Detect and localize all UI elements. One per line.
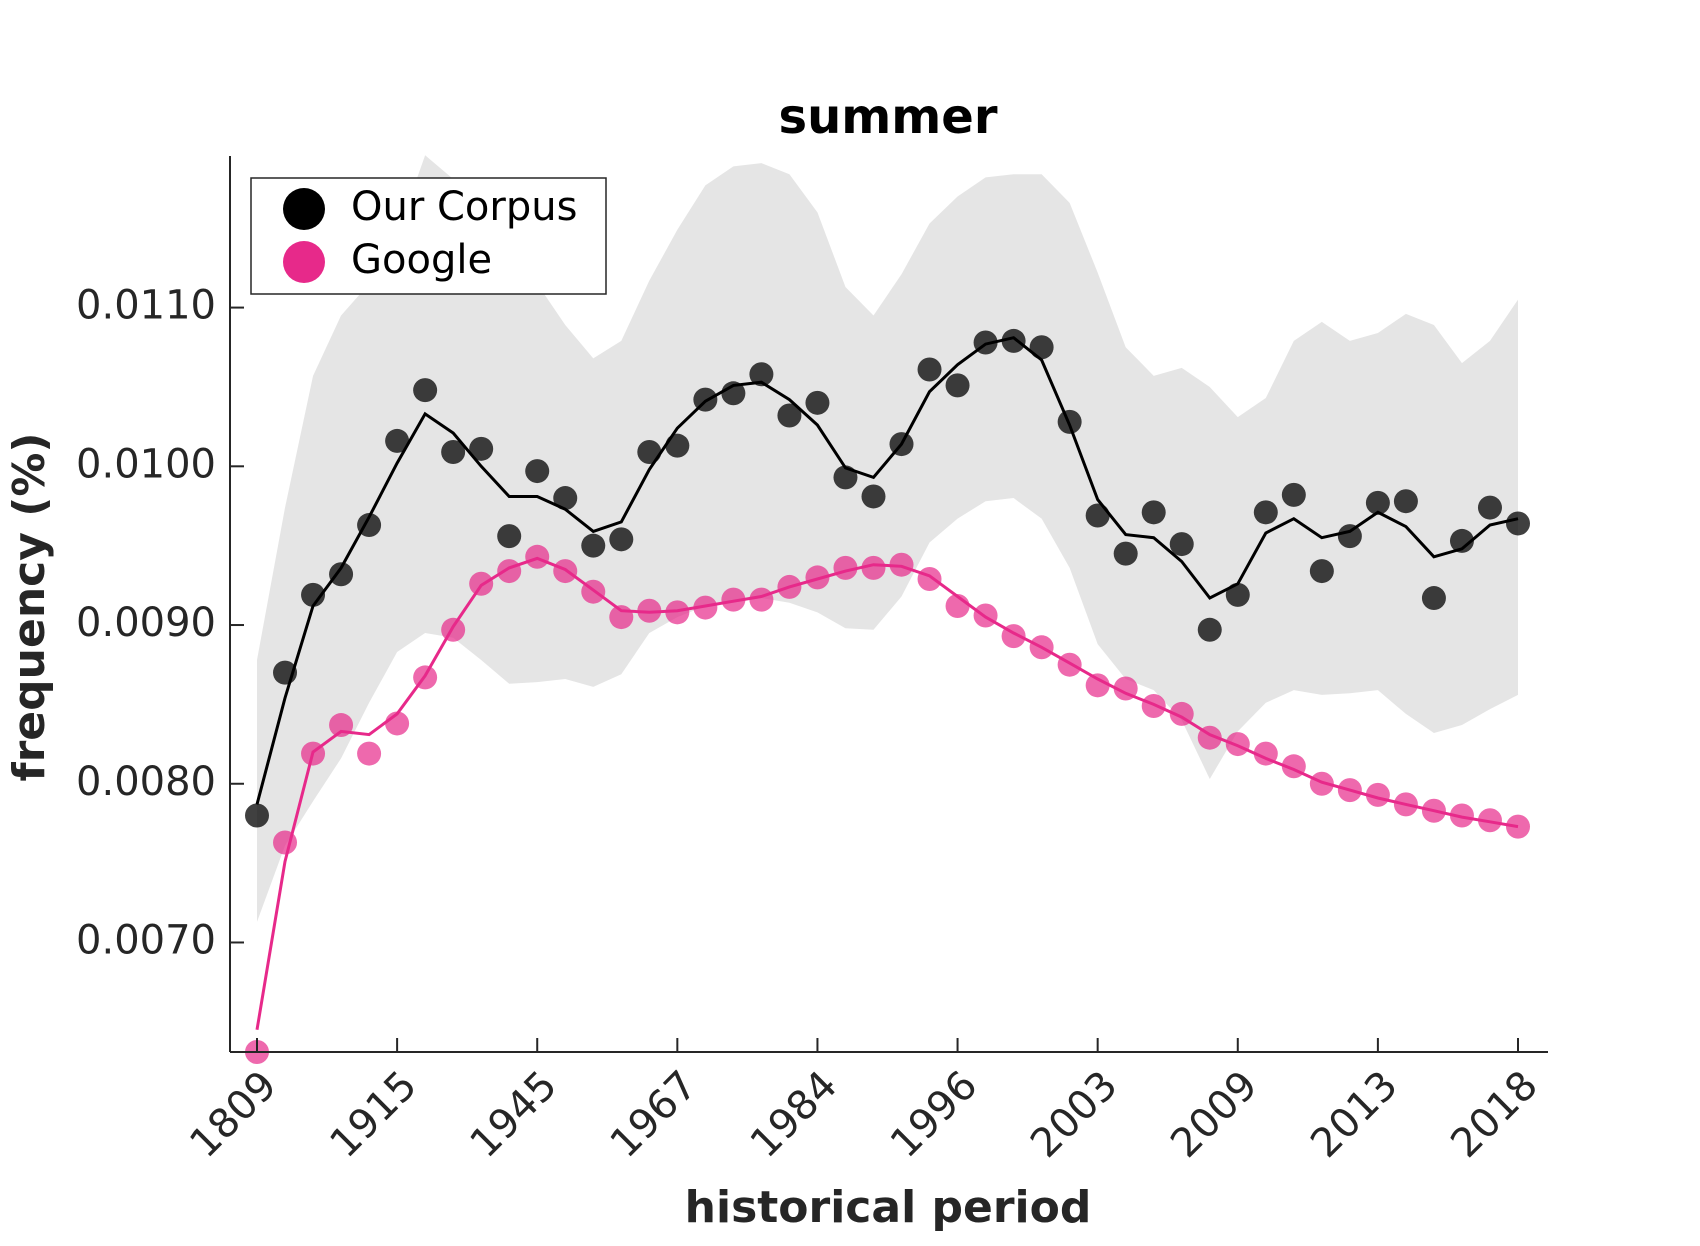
- data-point: [1449, 528, 1474, 553]
- data-point: [553, 486, 578, 511]
- data-point: [805, 390, 830, 415]
- x-tick-label: 1809: [181, 1062, 286, 1167]
- data-point: [469, 436, 494, 461]
- data-point: [861, 555, 886, 580]
- data-point: [1029, 335, 1054, 360]
- data-point: [1253, 500, 1278, 525]
- x-axis-label: historical period: [685, 1182, 1092, 1233]
- data-point: [1141, 500, 1166, 525]
- data-point: [1001, 328, 1026, 353]
- series: [245, 328, 1530, 828]
- data-point: [1506, 511, 1530, 536]
- data-point: [609, 605, 634, 630]
- legend: Our Corpus Google: [250, 177, 607, 295]
- y-tick-label: 0.0110: [76, 283, 216, 329]
- data-point: [1309, 559, 1334, 584]
- data-point: [945, 373, 970, 398]
- data-point: [889, 552, 914, 577]
- data-point: [1169, 532, 1194, 557]
- x-tick-label: 1915: [321, 1062, 426, 1167]
- legend-marker: [283, 241, 325, 283]
- data-point: [329, 562, 354, 587]
- data-point: [441, 617, 466, 642]
- data-point: [637, 440, 662, 465]
- data-point: [301, 582, 326, 607]
- data-point: [721, 587, 746, 612]
- data-point: [441, 440, 466, 465]
- data-point: [1225, 732, 1250, 757]
- x-tick-label: 1945: [462, 1062, 567, 1167]
- legend-label: Google: [351, 237, 492, 283]
- data-point: [497, 524, 522, 549]
- data-point: [1337, 524, 1362, 549]
- data-point: [1085, 673, 1110, 698]
- data-point: [525, 544, 550, 569]
- legend-marker: [283, 188, 325, 230]
- chart-title: summer: [779, 89, 998, 145]
- x-tick-label: 2018: [1442, 1062, 1547, 1167]
- data-point: [1449, 803, 1474, 828]
- data-point: [1281, 482, 1306, 507]
- y-tick-label: 0.0070: [76, 917, 216, 963]
- y-tick-label: 0.0100: [76, 441, 216, 487]
- data-point: [861, 484, 886, 509]
- data-point: [1365, 490, 1390, 515]
- x-tick-label: 2009: [1162, 1062, 1267, 1167]
- data-point: [413, 378, 438, 403]
- x-tick-label: 1984: [742, 1062, 847, 1167]
- data-point: [777, 403, 802, 428]
- smoothed-line: [255, 556, 1519, 1031]
- data-point: [1197, 617, 1222, 642]
- data-point: [245, 803, 269, 828]
- data-point: [1477, 495, 1502, 520]
- x-tick-label: 2013: [1302, 1062, 1407, 1167]
- series: [245, 544, 1530, 1064]
- data-point: [357, 741, 382, 766]
- data-point: [1085, 503, 1110, 528]
- data-point: [917, 567, 942, 592]
- data-point: [749, 587, 774, 612]
- data-point: [665, 600, 690, 625]
- data-point: [917, 357, 942, 382]
- data-point: [749, 362, 774, 387]
- data-point: [1393, 489, 1418, 514]
- data-point: [1506, 814, 1530, 839]
- x-tick-label: 1967: [602, 1062, 707, 1167]
- legend-label: Our Corpus: [351, 184, 577, 230]
- data-point: [497, 559, 522, 584]
- x-tick-label: 2003: [1022, 1062, 1127, 1167]
- y-axis-label: frequency (%): [4, 432, 55, 781]
- y-tick-label: 0.0090: [76, 600, 216, 646]
- data-point: [609, 527, 634, 552]
- smoothed-line: [255, 336, 1519, 805]
- data-point: [1421, 586, 1446, 611]
- data-point: [665, 433, 690, 458]
- data-point: [693, 595, 718, 620]
- y-tick-label: 0.0080: [76, 759, 216, 805]
- data-point: [525, 459, 550, 484]
- data-point: [385, 428, 410, 453]
- data-point: [1113, 541, 1138, 566]
- data-point: [1477, 808, 1502, 833]
- data-point: [581, 533, 606, 558]
- data-point: [1225, 582, 1250, 607]
- data-point: [637, 598, 662, 623]
- data-point: [805, 565, 830, 590]
- x-tick-label: 1996: [882, 1062, 987, 1167]
